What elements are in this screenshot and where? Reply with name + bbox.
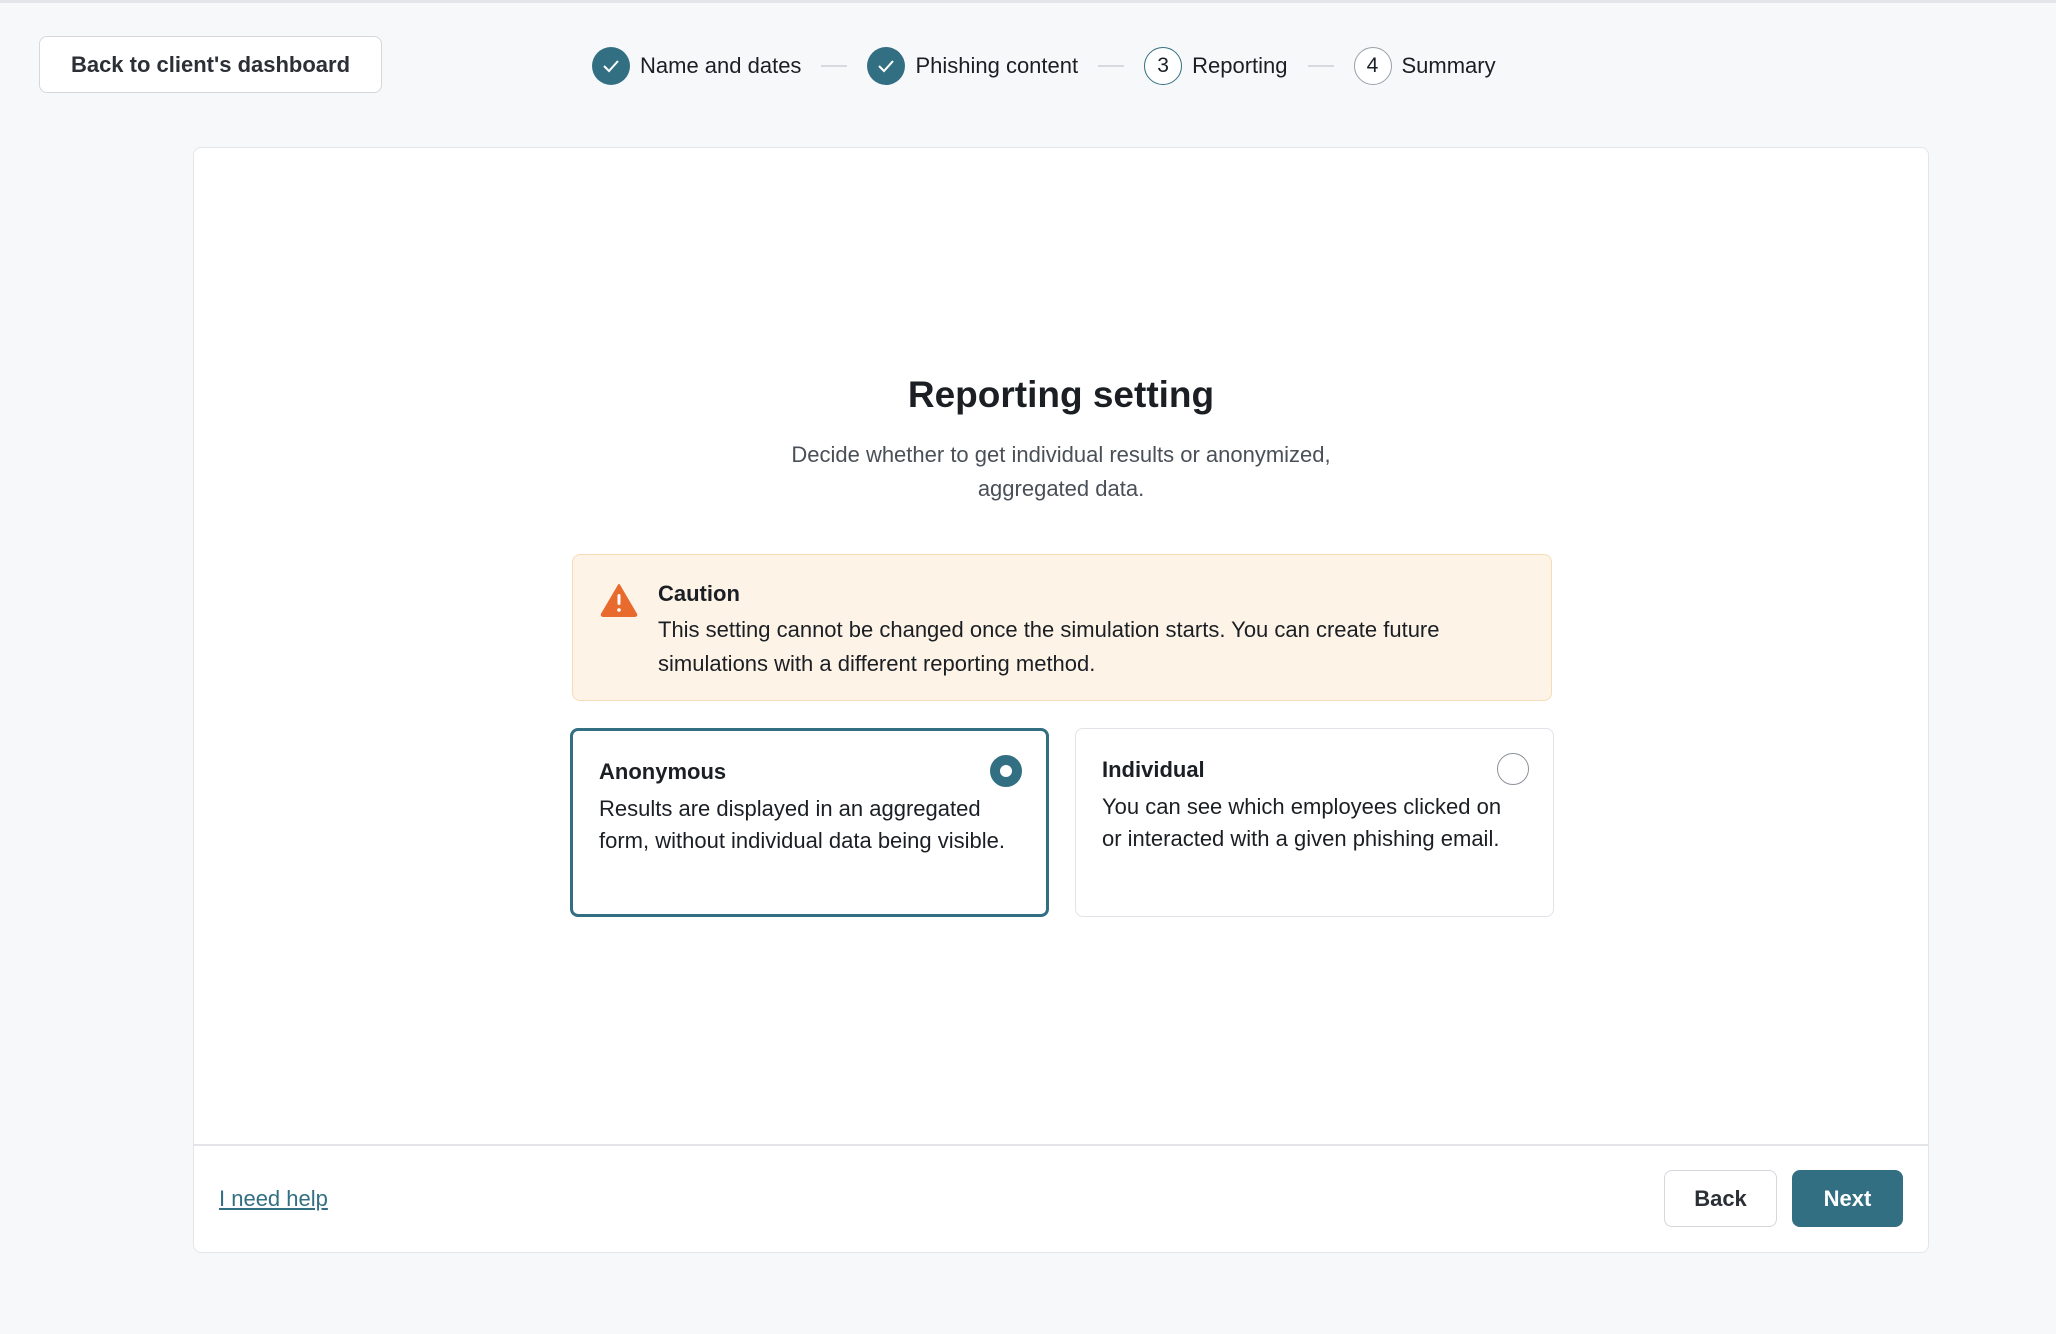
option-description: Results are displayed in an aggregated f… <box>599 796 1006 853</box>
step-label: Reporting <box>1192 53 1288 78</box>
warning-icon <box>600 583 638 622</box>
step-phishing-content: Phishing content <box>867 47 1078 85</box>
option-description: You can see which employees clicked on o… <box>1102 794 1502 851</box>
stepper: Name and dates Phishing content 3 Report… <box>592 43 1496 89</box>
option-title: Individual <box>1102 757 1205 782</box>
option-individual[interactable]: Individual You can see which employees c… <box>1075 728 1554 917</box>
step-summary: 4 Summary <box>1353 47 1496 85</box>
caution-body: This setting cannot be changed once the … <box>658 617 1440 676</box>
check-icon <box>867 47 906 85</box>
step-separator <box>821 65 848 67</box>
radio-unselected[interactable] <box>1497 753 1529 785</box>
next-button[interactable]: Next <box>1792 1170 1903 1227</box>
step-number: 4 <box>1353 47 1392 85</box>
option-title: Anonymous <box>599 759 727 784</box>
step-label: Name and dates <box>640 53 802 78</box>
help-link[interactable]: I need help <box>219 1186 328 1211</box>
back-to-dashboard-button[interactable]: Back to client's dashboard <box>39 36 382 93</box>
step-name-and-dates: Name and dates <box>592 47 801 85</box>
step-label: Summary <box>1401 53 1496 78</box>
footer-divider <box>194 1144 1928 1146</box>
back-button[interactable]: Back <box>1664 1170 1777 1227</box>
subtitle-line: Decide whether to get individual results… <box>791 442 1331 467</box>
step-number: 3 <box>1144 47 1183 85</box>
check-icon <box>592 47 630 85</box>
step-separator <box>1098 65 1125 67</box>
reporting-card: Reporting setting Decide whether to get … <box>193 147 1929 1253</box>
step-separator <box>1307 65 1334 67</box>
caution-title: Caution <box>658 581 740 606</box>
radio-selected[interactable] <box>990 755 1022 787</box>
page-subtitle: Decide whether to get individual results… <box>194 438 1928 506</box>
caution-alert: Caution This setting cannot be changed o… <box>572 554 1552 701</box>
step-reporting: 3 Reporting <box>1144 47 1288 85</box>
subtitle-line: aggregated data. <box>977 476 1145 501</box>
page-title: Reporting setting <box>907 374 1215 415</box>
option-anonymous[interactable]: Anonymous Results are displayed in an ag… <box>570 728 1049 917</box>
step-label: Phishing content <box>915 53 1079 78</box>
